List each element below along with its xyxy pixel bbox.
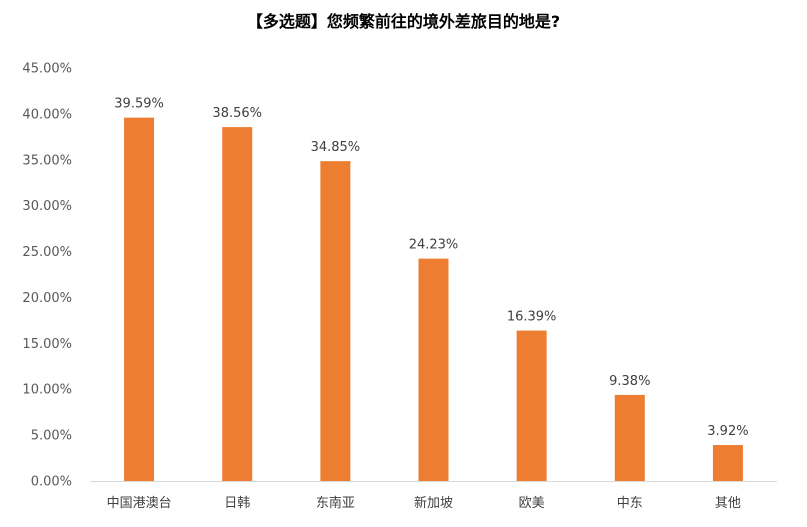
bar [320,161,351,481]
x-axis-labels: 中国港澳台 日韩 东南亚 新加坡 欧美 中东 其他 [107,495,741,511]
y-tick-label: 30.00% [22,199,72,214]
y-tick-label: 25.00% [22,245,72,260]
y-tick-label: 35.00% [22,153,72,168]
bar [222,127,253,481]
x-tick-label: 中国港澳台 [107,495,172,511]
x-tick-label: 中东 [617,496,643,511]
data-label: 34.85% [311,140,361,155]
data-label: 3.92% [707,424,748,439]
data-label: 38.56% [212,106,262,121]
x-tick-label: 其他 [715,496,741,511]
x-tick-label: 欧美 [519,496,545,511]
data-label: 39.59% [114,97,164,112]
y-tick-label: 15.00% [22,337,72,352]
bar [418,258,449,481]
y-tick-label: 40.00% [22,107,72,122]
bar [614,394,645,481]
bar [712,445,743,481]
x-tick-label: 新加坡 [414,495,453,511]
bar [124,117,155,481]
data-labels: 39.59% 38.56% 34.85% 24.23% 16.39% 9.38% 3.92% [114,97,748,439]
y-tick-label: 5.00% [31,429,72,444]
y-tick-label: 20.00% [22,291,72,306]
x-tick-label: 东南亚 [316,495,355,511]
bar [516,330,547,481]
bars [124,117,743,481]
y-tick-label: 45.00% [22,62,72,77]
data-label: 9.38% [609,374,650,389]
y-tick-label: 10.00% [22,383,72,398]
x-tick-label: 日韩 [224,496,250,511]
data-label: 16.39% [507,310,557,325]
data-label: 24.23% [409,238,459,253]
y-tick-label: 0.00% [31,475,72,490]
y-axis-ticks: 0.00% 5.00% 10.00% 15.00% 20.00% 25.00% 30.00%… [22,62,72,490]
chart-title: 【多选题】您频繁前往的境外差旅目的地是? [246,12,561,31]
